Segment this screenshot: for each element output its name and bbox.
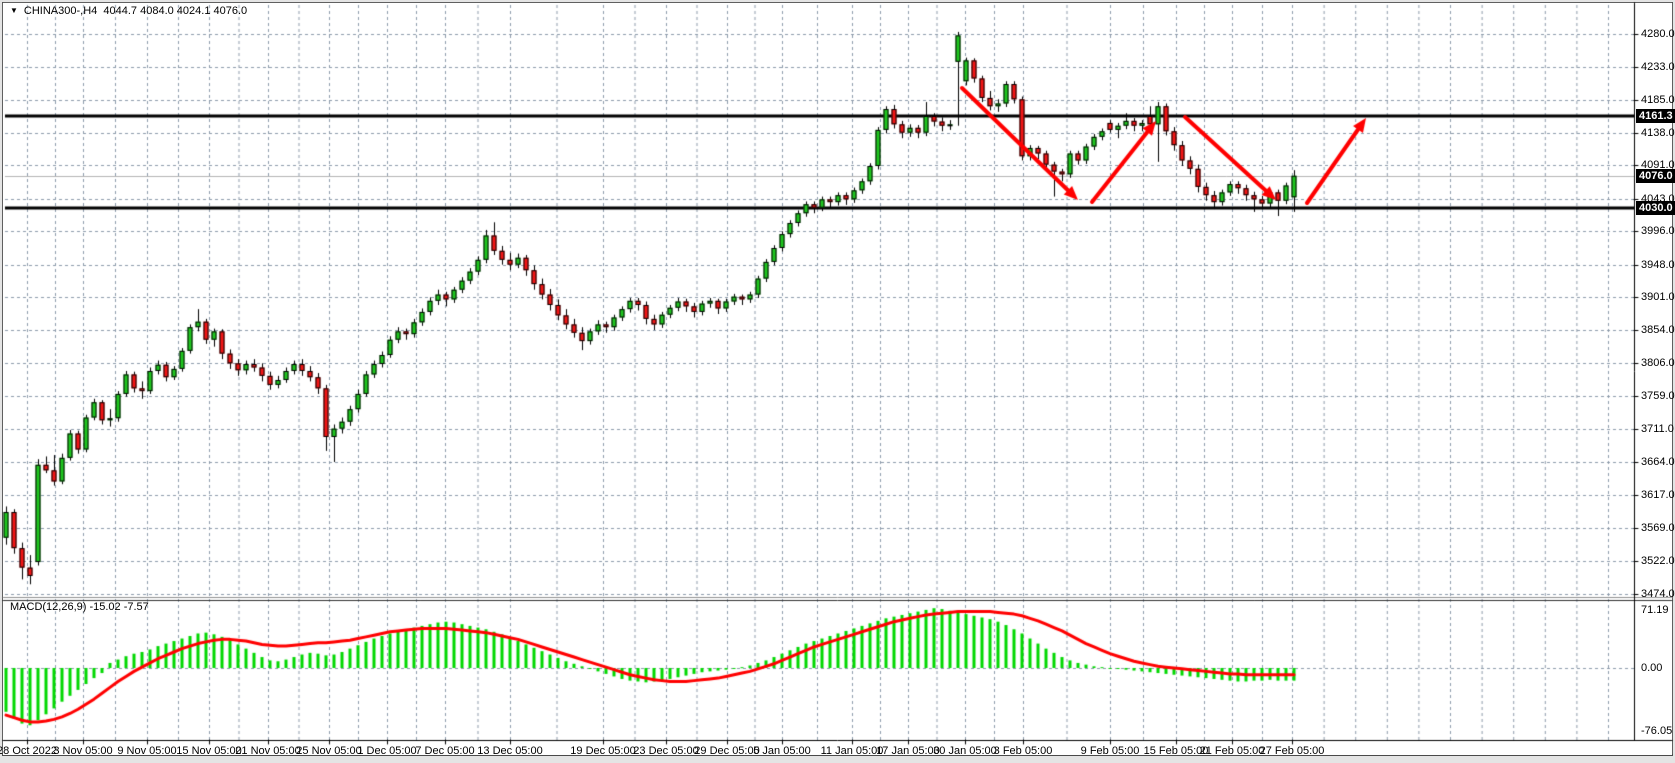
time-axis-label: 7 Dec 05:00 (415, 745, 475, 757)
price-axis-tick-label: 4280.0 (1641, 28, 1675, 40)
time-axis-label: 17 Jan 05:00 (876, 745, 940, 757)
macd-indicator-label: MACD(12,26,9) -15.02 -7.57 (10, 601, 149, 613)
time-axis-label: 3 Nov 05:00 (53, 745, 113, 757)
price-axis-tick-label: 3948.0 (1641, 258, 1675, 271)
price-axis-tick-label: 3996.0 (1641, 225, 1675, 238)
time-axis-label: 3 Feb 05:00 (993, 745, 1053, 757)
time-axis-label: 9 Feb 05:00 (1080, 745, 1140, 757)
price-line-badge: 4030.0 (1636, 200, 1675, 215)
time-axis-label: 23 Dec 05:00 (633, 745, 699, 757)
time-axis-label: 1 Dec 05:00 (357, 745, 417, 757)
ohlc-values: 4044.7 4084.0 4024.1 4076.0 (103, 5, 248, 17)
macd-scale-zero: 0.00 (1641, 662, 1663, 674)
price-axis-tick-label: 4138.0 (1641, 126, 1675, 139)
price-axis-tick-label: 3806.0 (1641, 357, 1675, 370)
price-axis-tick-label: 3901.0 (1641, 291, 1675, 304)
time-axis-label: 29 Dec 05:00 (694, 745, 760, 757)
time-axis-label: 9 Nov 05:00 (117, 745, 177, 757)
price-axis-tick-label: 3569.0 (1641, 522, 1675, 534)
price-axis-tick-label: 3854.0 (1641, 323, 1675, 336)
time-axis-label: 15 Nov 05:00 (176, 745, 242, 757)
price-axis-tick-label: 3711.0 (1641, 423, 1674, 436)
time-axis-label: 27 Feb 05:00 (1259, 745, 1325, 757)
macd-scale-bottom: -76.05 (1641, 725, 1673, 738)
symbol-timeframe-label: CHINA300-,H4 (23, 5, 98, 17)
price-axis-tick-label: 4233.0 (1641, 60, 1675, 73)
price-axis-tick-label: 3474.0 (1641, 588, 1675, 600)
macd-scale-top: 71.19 (1641, 604, 1669, 617)
price-axis-tick-label: 4091.0 (1641, 159, 1675, 172)
symbol-dropdown-icon[interactable]: ▼ (10, 6, 18, 15)
time-axis-label: 21 Feb 05:00 (1199, 745, 1265, 757)
time-axis-label: 13 Dec 05:00 (477, 745, 543, 757)
price-axis-tick-label: 3617.0 (1641, 488, 1675, 501)
time-axis-label: 25 Nov 05:00 (296, 745, 362, 757)
time-axis-label: 28 Oct 2022 (0, 745, 57, 757)
time-axis-label: 19 Dec 05:00 (570, 745, 636, 757)
time-axis-label: 5 Jan 05:00 (753, 745, 811, 757)
price-axis-tick-label: 3759.0 (1641, 389, 1675, 402)
time-axis-label: 15 Feb 05:00 (1143, 745, 1209, 757)
price-line-badge: 4161.3 (1636, 109, 1675, 124)
time-axis-label: 11 Jan 05:00 (820, 745, 884, 757)
time-axis-label: 30 Jan 05:00 (933, 745, 997, 757)
price-axis-tick-label: 3664.0 (1641, 455, 1675, 468)
time-axis-label: 21 Nov 05:00 (235, 745, 301, 757)
price-axis-tick-label: 4185.0 (1641, 94, 1675, 106)
current-price-badge: 4076.0 (1636, 168, 1675, 183)
price-axis-tick-label: 3522.0 (1641, 554, 1675, 567)
chart-header: ▼ CHINA300-,H4 4044.7 4084.0 4024.1 4076.… (10, 5, 247, 17)
